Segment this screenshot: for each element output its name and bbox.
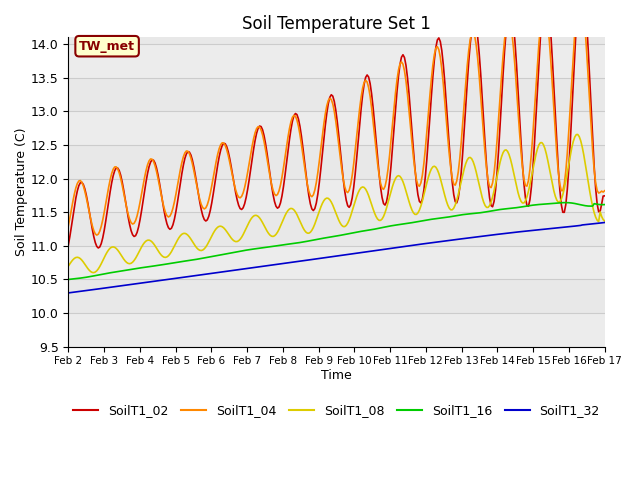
Bar xyxy=(68,179,605,212)
SoilT1_04 xyxy=(65,223,72,228)
SoilT1_08 xyxy=(574,132,582,137)
SoilT1_32 xyxy=(225,268,232,274)
SoilT1_08 xyxy=(253,213,260,218)
SoilT1_02 xyxy=(253,131,260,136)
X-axis label: Time: Time xyxy=(321,369,352,382)
SoilT1_32 xyxy=(243,265,250,271)
SoilT1_02 xyxy=(95,245,102,251)
SoilT1_04 xyxy=(301,163,308,168)
Line: SoilT1_32: SoilT1_32 xyxy=(68,223,605,293)
SoilT1_32 xyxy=(601,220,609,226)
Bar xyxy=(68,313,605,347)
SoilT1_08 xyxy=(65,263,72,269)
SoilT1_02 xyxy=(226,156,234,161)
SoilT1_16 xyxy=(572,201,580,207)
SoilT1_16 xyxy=(252,246,259,252)
Bar xyxy=(68,111,605,145)
Line: SoilT1_04: SoilT1_04 xyxy=(68,0,605,235)
SoilT1_08 xyxy=(301,227,308,233)
SoilT1_02 xyxy=(601,193,609,199)
SoilT1_16 xyxy=(131,266,138,272)
Bar xyxy=(68,246,605,279)
Line: SoilT1_02: SoilT1_02 xyxy=(68,0,605,248)
SoilT1_16 xyxy=(225,251,232,256)
Bar xyxy=(68,44,605,78)
SoilT1_02 xyxy=(301,157,308,163)
Text: TW_met: TW_met xyxy=(79,40,135,53)
SoilT1_32 xyxy=(571,223,579,229)
SoilT1_16 xyxy=(299,239,307,245)
SoilT1_02 xyxy=(572,23,580,29)
SoilT1_32 xyxy=(65,290,72,296)
SoilT1_08 xyxy=(90,270,98,276)
SoilT1_04 xyxy=(572,12,580,17)
SoilT1_16 xyxy=(601,202,609,207)
SoilT1_04 xyxy=(226,159,234,165)
Title: Soil Temperature Set 1: Soil Temperature Set 1 xyxy=(242,15,431,33)
SoilT1_04 xyxy=(253,126,260,132)
Legend: SoilT1_02, SoilT1_04, SoilT1_08, SoilT1_16, SoilT1_32: SoilT1_02, SoilT1_04, SoilT1_08, SoilT1_… xyxy=(68,399,605,422)
Line: SoilT1_16: SoilT1_16 xyxy=(68,203,605,279)
SoilT1_04 xyxy=(244,169,252,175)
SoilT1_16 xyxy=(562,200,570,205)
SoilT1_04 xyxy=(93,232,100,238)
SoilT1_08 xyxy=(132,255,140,261)
Line: SoilT1_08: SoilT1_08 xyxy=(68,134,605,273)
SoilT1_08 xyxy=(601,218,609,224)
SoilT1_02 xyxy=(65,242,72,248)
SoilT1_08 xyxy=(572,132,580,137)
SoilT1_16 xyxy=(243,247,250,253)
SoilT1_08 xyxy=(244,222,252,228)
SoilT1_32 xyxy=(131,281,138,287)
SoilT1_02 xyxy=(132,233,140,239)
SoilT1_04 xyxy=(132,217,140,223)
SoilT1_32 xyxy=(252,264,259,270)
Y-axis label: Soil Temperature (C): Soil Temperature (C) xyxy=(15,128,28,256)
SoilT1_16 xyxy=(65,276,72,282)
SoilT1_08 xyxy=(226,233,234,239)
SoilT1_32 xyxy=(299,258,307,264)
SoilT1_04 xyxy=(601,188,609,193)
SoilT1_02 xyxy=(244,187,252,192)
